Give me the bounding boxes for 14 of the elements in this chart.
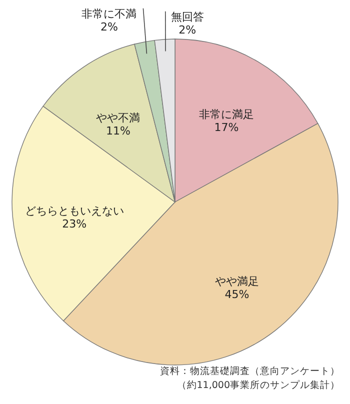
data-label: 23% xyxy=(62,218,87,231)
slice-label: どちらともいえない xyxy=(24,204,124,218)
data-label: 2% xyxy=(100,20,118,34)
data-label: 2% xyxy=(178,23,196,36)
slice-label: 非常に不満 xyxy=(82,7,137,20)
text: 資料：物流基礎調査（意向アンケート） xyxy=(160,365,340,377)
slice-label: 非常に満足 xyxy=(198,108,254,122)
text: （約11,000事業所のサンプル集計） xyxy=(176,379,340,391)
slice-label: やや満足 xyxy=(214,274,259,288)
data-label: 45% xyxy=(224,288,250,301)
data-label: 11% xyxy=(106,124,130,138)
slice-label: 無回答 xyxy=(170,10,204,24)
data-label: 17% xyxy=(214,121,239,134)
slice-label: やや不満 xyxy=(96,111,140,124)
